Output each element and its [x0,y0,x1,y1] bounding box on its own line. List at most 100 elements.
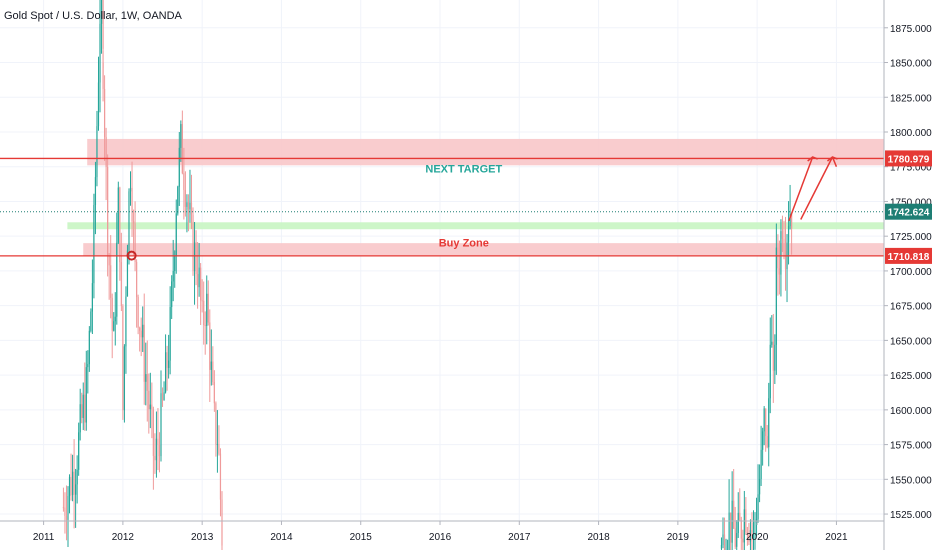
candle-body [174,256,176,271]
price-label-box [885,203,932,220]
candle-body [783,238,785,251]
candle-body [780,231,782,275]
candle-body [116,242,118,317]
candle-body [736,532,738,547]
candle-body [200,267,202,301]
candle-body [734,528,736,547]
candle-body [212,361,214,383]
candle-body [204,324,206,327]
candle-body [132,221,135,224]
chart-title: Gold Spot / U.S. Dollar, 1W, OANDA [4,10,182,22]
candle-body [193,242,196,272]
candle-body [765,408,767,437]
candle-body [164,352,167,393]
y-tick-label: 1600.000 [890,406,932,417]
candle-body [787,226,790,243]
candle-body [100,0,103,24]
candle-body [751,530,753,533]
candle-body [754,520,756,523]
arrow-line [800,156,834,220]
candle-body [169,307,171,361]
candle-body [134,223,136,262]
candle-body [110,265,112,298]
candle-body [730,512,732,543]
candle-body [207,293,209,323]
candle-body [131,187,133,222]
y-tick-label: 1800.000 [890,128,932,139]
y-tick-label: 1650.000 [890,336,932,347]
candle-body [778,268,781,275]
candle-body [90,311,92,331]
candle-body [113,321,115,331]
annotation-next-target: NEXT TARGET [425,163,502,175]
candle-body [119,187,121,263]
y-tick-label: 1850.000 [890,59,932,70]
candle-body [67,496,69,520]
candle-body [781,231,784,239]
candle-body [71,471,74,496]
candle-body [215,403,217,445]
candle-body [152,409,154,456]
candle-body [140,330,142,338]
candle-body [218,444,220,454]
candle-body [769,344,771,399]
x-tick-label: 2018 [587,532,610,543]
candle-body [771,341,773,345]
candle-body [789,214,791,227]
candle-body [75,484,77,495]
candle-body [120,262,122,306]
candle-body [125,296,127,347]
candle-body [171,281,173,308]
candle-body [158,445,161,457]
candle-body [114,316,116,322]
candle-body [189,202,191,210]
candle-body [206,293,208,327]
y-tick-label: 1725.000 [890,232,932,243]
y-tick-label: 1875.000 [890,24,932,35]
candle-body [190,202,193,215]
candle-body [145,374,147,382]
candle-body [192,214,194,272]
grid-lines [0,0,884,521]
candle-body [768,398,770,448]
candle-body [157,438,159,446]
price-label-text: 1742.624 [888,208,930,219]
candle-body [160,393,162,457]
candle-body [149,404,151,410]
candle-body [163,392,165,401]
candle-body [78,432,80,470]
candle-body [62,507,65,509]
candle-body [723,534,726,555]
candle-body [210,361,212,370]
x-tick-label: 2014 [270,532,293,543]
candle-body [221,499,223,546]
x-tick-label: 2013 [191,532,214,543]
candle-body [757,494,759,520]
candle-body [96,126,98,178]
candle-body [117,187,119,243]
candle-body [731,500,733,543]
candle-body [139,327,141,331]
candle-body [154,455,156,461]
candle-body [766,436,768,448]
candle-body [749,530,752,542]
candle-body [81,404,83,418]
candle-body [91,283,93,312]
candle-body [183,173,185,190]
candle-body [775,247,777,345]
candle-body [68,476,71,497]
x-tick-label: 2016 [429,532,452,543]
candle-body [203,300,205,325]
candle-body [184,189,186,207]
candle-body [720,544,723,549]
candle-body [740,521,742,539]
candle-body [752,522,755,533]
price-label-current: 1742.624 [885,203,932,220]
candle-body [178,147,180,187]
candle-body [85,367,87,423]
candle-body [142,324,144,338]
x-tick-label: 2011 [33,532,55,543]
candle-body [128,191,130,251]
